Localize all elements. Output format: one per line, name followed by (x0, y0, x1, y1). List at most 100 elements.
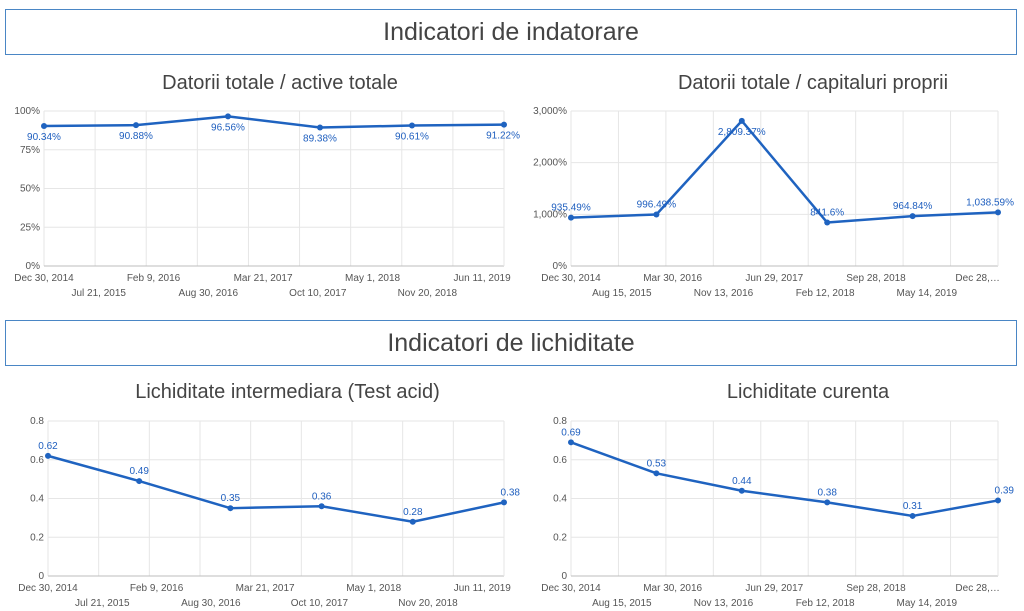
x-tick-label: Jun 29, 2017 (745, 583, 803, 594)
x-tick-label: Mar 30, 2016 (643, 583, 702, 594)
data-point (136, 478, 143, 485)
x-tick-label: Dec 28,… (955, 273, 999, 284)
data-label: 0.38 (501, 487, 521, 498)
data-point (653, 470, 660, 477)
data-label: 0.39 (995, 485, 1015, 496)
data-point (501, 499, 507, 506)
y-tick-label: 0.6 (553, 455, 567, 466)
data-label: 841.6% (810, 208, 844, 219)
y-tick-label: 75% (20, 145, 40, 156)
x-tick-label: Dec 30, 2014 (18, 583, 78, 594)
y-tick-label: 1,000% (533, 209, 567, 220)
x-tick-label: May 14, 2019 (897, 598, 958, 609)
x-tick-label: Oct 10, 2017 (291, 598, 349, 609)
data-label: 89.38% (303, 133, 337, 144)
data-label: 91.22% (486, 131, 520, 142)
x-tick-label: Feb 12, 2018 (796, 598, 855, 609)
x-tick-label: Jul 21, 2015 (72, 288, 127, 299)
data-point (409, 122, 415, 129)
data-point (409, 518, 416, 525)
data-label: 0.49 (129, 466, 149, 477)
y-tick-label: 0% (26, 261, 41, 272)
x-tick-label: Feb 9, 2016 (130, 583, 184, 594)
data-point (909, 213, 916, 220)
chart-title-current-ratio: Lichiditate curenta (726, 381, 890, 403)
data-point (824, 499, 831, 506)
data-point (824, 219, 831, 226)
chart-title-acid-test: Lichiditate intermediara (Test acid) (135, 381, 440, 403)
series-line (570, 119, 999, 224)
data-point (995, 209, 1001, 216)
chart-3: 0 0.2 0.4 0.6 0.8 Dec 30, 2014 Mar 30, 2016 Jun… (541, 416, 1014, 609)
data-label: 0.36 (312, 491, 332, 502)
data-label: 0.62 (38, 441, 58, 452)
data-point (995, 497, 1001, 504)
x-tick-label: Dec 30, 2014 (541, 273, 601, 284)
x-tick-label: Dec 30, 2014 (14, 273, 74, 284)
series-line (570, 441, 999, 518)
data-point (501, 121, 507, 128)
y-tick-label: 0.8 (553, 416, 567, 427)
data-label: 90.61% (395, 132, 429, 143)
data-label: 90.88% (119, 131, 153, 142)
data-label: 0.38 (817, 487, 837, 498)
y-tick-label: 25% (20, 222, 40, 233)
x-tick-label: Feb 9, 2016 (127, 273, 181, 284)
data-label: 0.44 (732, 476, 752, 487)
data-point (133, 122, 139, 129)
section-header-liquidity: Indicatori de lichiditate (5, 320, 1017, 366)
series-line (43, 115, 505, 129)
data-point (45, 452, 51, 459)
x-tick-label: May 1, 2018 (345, 273, 400, 284)
x-tick-label: Jun 29, 2017 (745, 273, 803, 284)
x-tick-label: Nov 13, 2016 (694, 288, 754, 299)
y-tick-label: 0.8 (30, 416, 44, 427)
data-point (568, 439, 574, 446)
data-point (909, 512, 916, 519)
data-point (227, 505, 234, 512)
x-tick-label: Mar 21, 2017 (236, 583, 295, 594)
data-label: 0.31 (903, 501, 923, 512)
data-label: 90.34% (27, 132, 61, 143)
y-tick-label: 2,000% (533, 158, 567, 169)
y-tick-label: 0 (38, 571, 44, 582)
x-tick-label: Sep 28, 2018 (846, 583, 906, 594)
chart-1: 0% 1,000% 2,000% 3,000% Dec 30, 2014 Mar 30, … (533, 106, 1014, 299)
x-tick-label: Nov 20, 2018 (398, 598, 458, 609)
x-tick-label: Jun 11, 2019 (454, 273, 512, 284)
data-point (41, 122, 47, 129)
x-tick-label: Jun 11, 2019 (454, 583, 512, 594)
y-tick-label: 0.4 (553, 494, 567, 505)
x-tick-label: Oct 10, 2017 (289, 288, 347, 299)
chart-2: 0 0.2 0.4 0.6 0.8 Dec 30, 2014 Feb 9, 2016 Mar … (18, 416, 520, 609)
y-tick-label: 0% (553, 261, 568, 272)
data-point (738, 487, 745, 494)
x-tick-label: Nov 13, 2016 (694, 598, 754, 609)
x-tick-label: Jul 21, 2015 (75, 598, 130, 609)
y-tick-label: 100% (14, 106, 40, 117)
x-tick-label: Feb 12, 2018 (796, 288, 855, 299)
chart-title-debt-equity: Datorii totale / capitaluri proprii (677, 72, 949, 94)
x-tick-label: May 1, 2018 (346, 583, 401, 594)
x-tick-label: Aug 30, 2016 (181, 598, 241, 609)
chart-0: 0% 25% 50% 75% 100% Dec 30, 2014 Feb 9, 2016 Ma… (14, 106, 520, 299)
x-tick-label: Dec 30, 2014 (541, 583, 601, 594)
x-tick-label: Nov 20, 2018 (398, 288, 458, 299)
x-tick-label: Mar 21, 2017 (234, 273, 293, 284)
data-point (318, 503, 325, 510)
data-label: 0.53 (647, 458, 667, 469)
section-header-indebtedness: Indicatori de indatorare (5, 9, 1017, 55)
y-tick-label: 0.2 (30, 532, 44, 543)
x-tick-label: Dec 28,… (955, 583, 999, 594)
data-label: 2,809.37% (718, 127, 766, 138)
data-label: 935.49% (551, 203, 591, 214)
x-tick-label: Mar 30, 2016 (643, 273, 702, 284)
y-tick-label: 50% (20, 184, 40, 195)
data-point (225, 113, 231, 120)
y-tick-label: 0.6 (30, 455, 44, 466)
data-label: 0.28 (403, 507, 423, 518)
y-tick-label: 0.4 (30, 494, 44, 505)
y-tick-label: 3,000% (533, 106, 567, 117)
data-label: 1,038.59% (966, 197, 1014, 208)
